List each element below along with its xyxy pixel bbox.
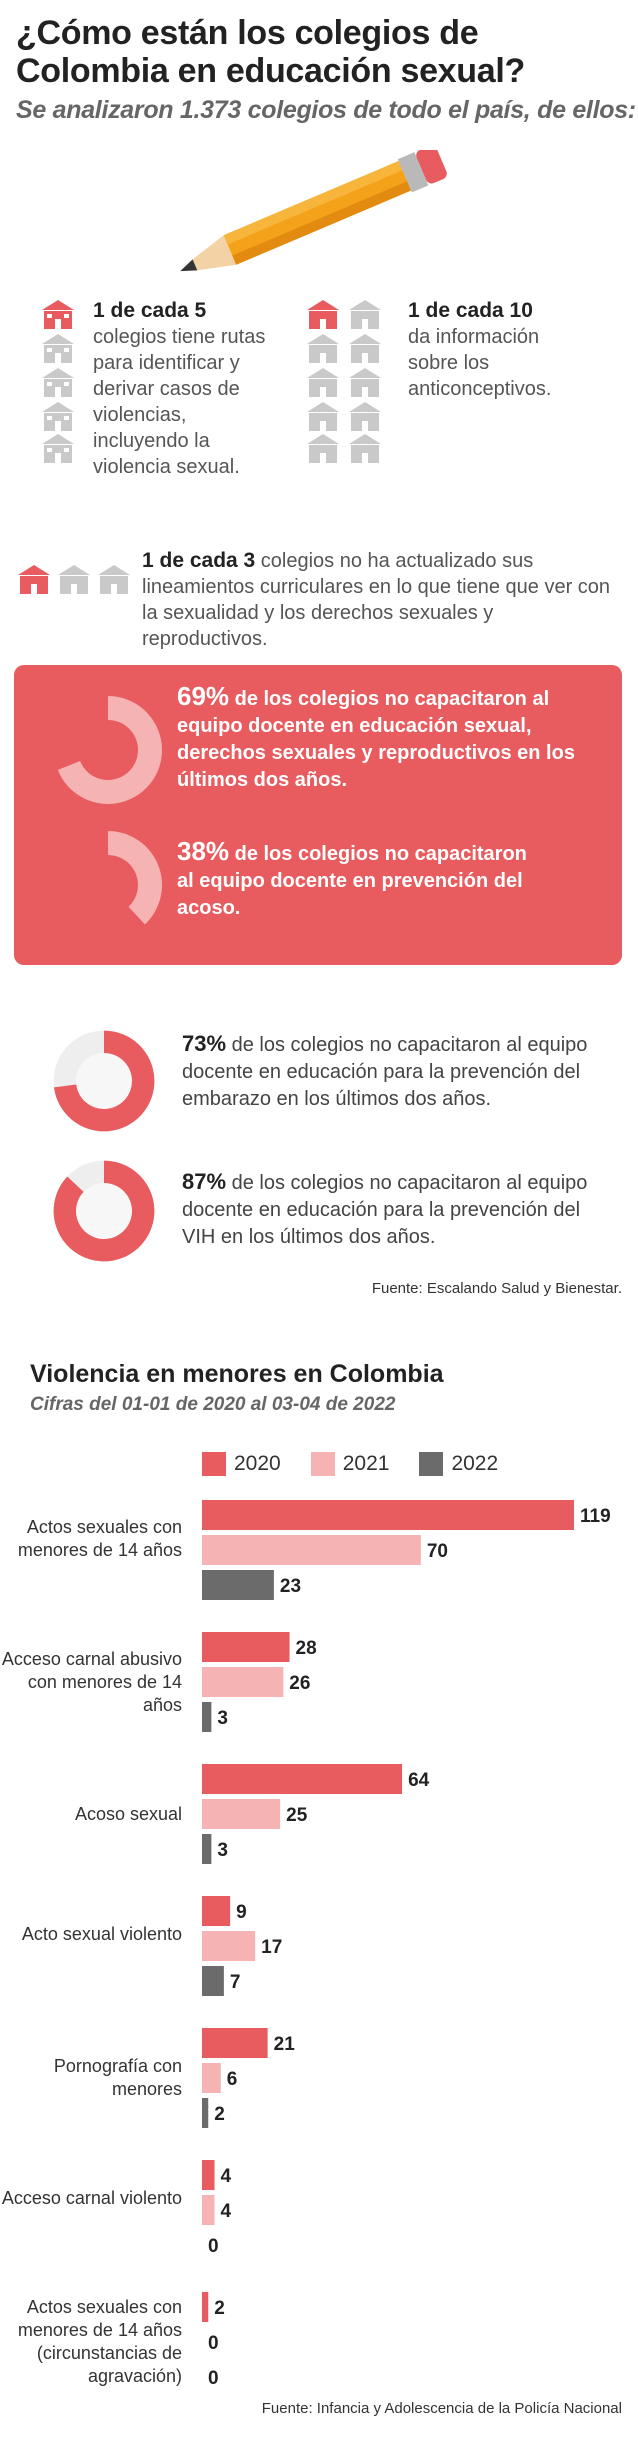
- page-title: ¿Cómo están los colegios de Colombia en …: [16, 14, 525, 90]
- donut-1-desc: de los colegios no capacitaron al equipo…: [177, 688, 575, 791]
- bar-value-label: 9: [236, 1902, 247, 1923]
- donut-chart-69: [57, 696, 162, 804]
- donut-87-fill: [53, 1160, 155, 1262]
- donut-73-fill: [53, 1030, 155, 1132]
- donut-2-desc: de los colegios no capacitaron al equipo…: [177, 843, 527, 919]
- chart-title: Violencia en menores en Colombia: [30, 1360, 444, 1388]
- bar-value-label: 2: [214, 2298, 225, 2319]
- bar-value-label: 0: [208, 2333, 219, 2354]
- bar-2022: [202, 1834, 212, 1864]
- category-label: Pornografía con menores: [53, 2056, 182, 2099]
- bar-value-label: 70: [427, 1541, 448, 1562]
- bar-value-label: 25: [286, 1805, 308, 1826]
- category-label: Acto sexual violento: [21, 1924, 182, 1944]
- bar-2022: [202, 1966, 224, 1996]
- bar-value-label: 64: [408, 1770, 430, 1791]
- legend-swatch-2021: [310, 1452, 335, 1476]
- donut-69-fill: [57, 696, 162, 804]
- donut-2-text: 38% de los colegios no capacitaron al eq…: [177, 838, 537, 922]
- chart-legend: 2020 2021 2022: [202, 1452, 498, 1476]
- stat-3: 1 de cada 3 colegios no ha actualizado s…: [142, 548, 622, 652]
- bar-2022: [202, 1570, 274, 1600]
- pencil-icon: [180, 150, 447, 272]
- legend-swatch-2020: [202, 1452, 226, 1476]
- bar-value-label: 21: [274, 2034, 296, 2055]
- bar-value-label: 2: [214, 2104, 225, 2125]
- stat-3-text: colegios no ha actualizado sus lineamien…: [142, 550, 611, 650]
- legend-item-2022: 2022: [419, 1452, 498, 1476]
- bar-2021: [202, 2195, 215, 2225]
- bar-value-label: 0: [208, 2236, 219, 2257]
- bar-value-label: 3: [217, 1840, 228, 1861]
- category-label: Acoso sexual: [74, 1803, 182, 1824]
- bar-value-label: 23: [280, 1576, 301, 1597]
- bar-value-label: 4: [221, 2201, 232, 2222]
- stat-2: 1 de cada 10 da información sobre los an…: [408, 298, 588, 402]
- donut-1-text: 69% de los colegios no capacitaron al eq…: [177, 683, 577, 794]
- legend-swatch-2022: [419, 1452, 444, 1476]
- donut-4-desc: de los colegios no capacitaron al equipo…: [182, 1172, 588, 1248]
- bar-2020: [202, 1500, 574, 1530]
- bar-value-label: 26: [289, 1673, 310, 1694]
- bar-value-label: 7: [230, 1972, 241, 1993]
- bar-chart: 119 70 23 28 26 3 64 25 3 9 17 7 21 6 2 4 4 0 2 0 0 Actos se…: [0, 1500, 638, 2420]
- bar-value-label: 3: [217, 1708, 228, 1729]
- category-label: Actos sexuales con menores de 14 años: [17, 1516, 182, 1560]
- bar-2020: [202, 2160, 215, 2190]
- bar-2022: [202, 1702, 212, 1732]
- legend-label-2020: 2020: [234, 1452, 281, 1475]
- stat-1-highlight: 1 de cada 5: [93, 299, 207, 322]
- donut-chart-73: [53, 1030, 155, 1132]
- category-label: Acceso carnal violento: [1, 2188, 182, 2208]
- donut-4-text: 87% de los colegios no capacitaron al eq…: [182, 1168, 602, 1251]
- source-1: Fuente: Escalando Salud y Bienestar.: [371, 1280, 622, 1297]
- donut-chart-38: [108, 831, 162, 925]
- donut-3-pct: 73%: [182, 1031, 227, 1056]
- legend-label-2022: 2022: [451, 1452, 499, 1475]
- bar-value-label: 17: [261, 1937, 282, 1958]
- donut-4-pct: 87%: [182, 1169, 227, 1194]
- bar-2020: [202, 2028, 268, 2058]
- category-label: Actos sexuales con menores de 14 años (c…: [17, 2297, 182, 2386]
- bar-2020: [202, 2292, 209, 2322]
- bar-2021: [202, 1535, 421, 1565]
- legend-item-2021: 2021: [310, 1452, 390, 1476]
- bar-value-label: 6: [227, 2069, 238, 2090]
- page-subtitle: Se analizaron 1.373 colegios de todo el …: [16, 96, 636, 124]
- bar-2021: [202, 1799, 281, 1829]
- stat-1-text: colegios tiene rutas para identificar y …: [93, 326, 266, 478]
- bar-value-label: 0: [208, 2368, 219, 2389]
- stat-2-highlight: 1 de cada 10: [408, 299, 533, 322]
- legend-item-2020: 2020: [202, 1452, 281, 1476]
- bar-2020: [202, 1632, 290, 1662]
- school-icon-red: [42, 300, 74, 329]
- donut-chart-87: [53, 1160, 155, 1262]
- donut-1-pct: 69%: [177, 681, 230, 711]
- donut-2-pct: 38%: [177, 836, 230, 866]
- bar-2021: [202, 1931, 256, 1961]
- bar-value-label: 4: [221, 2166, 232, 2187]
- bar-2021: [202, 2063, 221, 2093]
- chart-subtitle: Cifras del 01-01 de 2020 al 03-04 de 202…: [30, 1394, 396, 1415]
- school-icons-group-2: [305, 300, 385, 469]
- legend-label-2021: 2021: [342, 1452, 390, 1475]
- bar-2021: [202, 1667, 284, 1697]
- bar-value-label: 119: [580, 1506, 611, 1527]
- donut-3-desc: de los colegios no capacitaron al equipo…: [182, 1034, 588, 1110]
- donut-38-fill: [108, 831, 162, 925]
- source-2: Fuente: Infancia y Adolescencia de la Po…: [261, 2400, 622, 2417]
- bar-value-label: 28: [296, 1638, 317, 1659]
- bar-2022: [202, 2098, 209, 2128]
- category-label: Acceso carnal abusivo con menores de 14 …: [1, 1648, 182, 1715]
- bar-2020: [202, 1896, 231, 1926]
- stat-1: 1 de cada 5 colegios tiene rutas para id…: [93, 298, 268, 480]
- school-icons-group-3: [18, 565, 138, 604]
- school-icons-group-1: [40, 300, 76, 469]
- donut-3-text: 73% de los colegios no capacitaron al eq…: [182, 1030, 602, 1113]
- stat-2-text: da información sobre los anticonceptivos…: [408, 326, 552, 400]
- stat-3-highlight: 1 de cada 3: [142, 549, 256, 572]
- bar-2020: [202, 1764, 403, 1794]
